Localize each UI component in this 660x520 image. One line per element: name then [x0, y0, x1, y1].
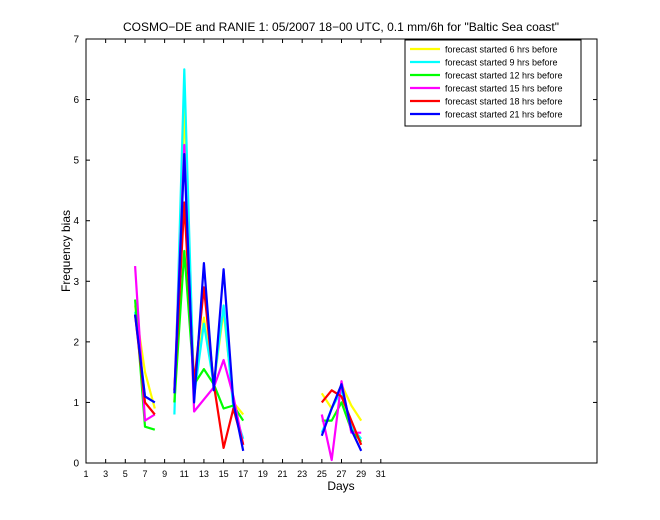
series-line-3 — [173, 249, 245, 422]
x-tick-label: 15 — [219, 469, 229, 479]
legend-box — [404, 39, 582, 127]
legend-label-3: forecast started 12 hrs before — [445, 71, 563, 81]
x-tick-label: 25 — [317, 469, 327, 479]
legend-label-2: forecast started 9 hrs before — [445, 58, 558, 68]
y-tick-label: 2 — [73, 337, 79, 348]
legend: forecast started 6 hrs before forecast st… — [404, 39, 582, 127]
series-lines — [134, 68, 363, 462]
x-tick-label: 27 — [336, 469, 346, 479]
legend-label-4: forecast started 15 hrs before — [445, 84, 563, 94]
y-tick-label: 6 — [73, 95, 79, 106]
y-tick-label: 4 — [73, 216, 79, 227]
chart-title: COSMO−DE and RANIE 1: 05/2007 18−00 UTC,… — [123, 20, 559, 34]
series-line-5 — [320, 389, 363, 446]
x-tick-label: 17 — [238, 469, 248, 479]
x-tick-label: 9 — [162, 469, 167, 479]
x-tick-label: 31 — [376, 469, 386, 479]
series-line-6 — [134, 314, 156, 404]
series-line-6 — [320, 383, 363, 452]
x-tick-label: 13 — [199, 469, 209, 479]
x-tick-label: 29 — [356, 469, 366, 479]
y-tick-label: 1 — [73, 398, 79, 409]
x-tick-label: 1 — [83, 469, 88, 479]
x-axis-label: Days — [327, 479, 354, 493]
legend-label-1: forecast started 6 hrs before — [445, 45, 558, 55]
y-tick-label: 3 — [73, 277, 79, 288]
legend-label-6: forecast started 21 hrs before — [445, 110, 563, 120]
x-tick-label: 7 — [142, 469, 147, 479]
x-tick-label: 23 — [297, 469, 307, 479]
y-tick-label: 0 — [73, 459, 79, 470]
x-tick-label: 3 — [103, 469, 108, 479]
y-tick-label: 5 — [73, 156, 79, 167]
series-line-6 — [173, 153, 245, 452]
series-line-4 — [134, 266, 156, 422]
x-tick-label: 21 — [278, 469, 288, 479]
y-axis-label: Frequency bias — [59, 210, 73, 292]
x-tick-label: 11 — [180, 469, 189, 479]
legend-label-5: forecast started 18 hrs before — [445, 97, 563, 107]
x-tick-label: 19 — [258, 469, 268, 479]
x-tick-label: 5 — [123, 469, 128, 479]
series-line-4 — [320, 380, 362, 462]
y-tick-label: 7 — [73, 35, 79, 46]
